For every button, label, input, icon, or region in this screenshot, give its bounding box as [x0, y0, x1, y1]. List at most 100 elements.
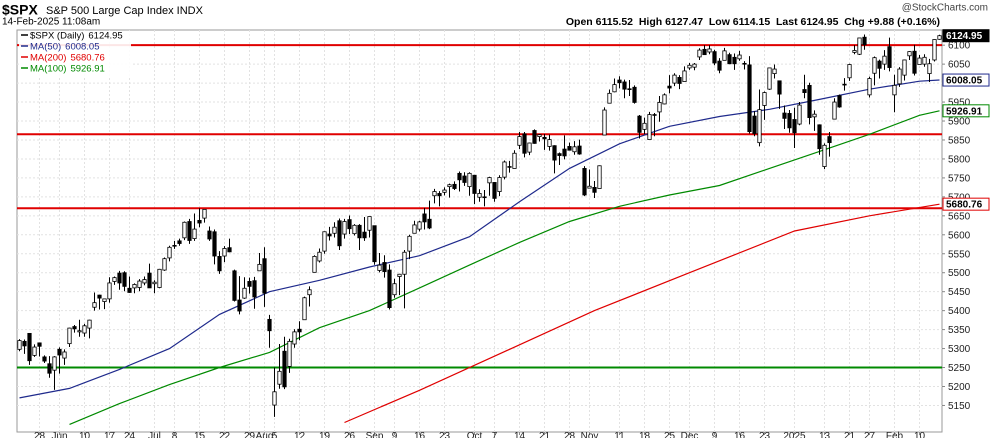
candle-body — [62, 351, 67, 359]
candle-body — [582, 168, 587, 196]
candle-body — [907, 51, 912, 57]
candle-body — [427, 218, 432, 229]
y-tick-label: 5650 — [948, 211, 971, 222]
candle-body — [847, 64, 852, 79]
value-box-label: 5680.76 — [946, 200, 983, 211]
x-tick-label: 16 — [414, 431, 426, 438]
candle-body — [162, 258, 167, 271]
candle-body — [592, 186, 597, 193]
x-tick-label: 24 — [124, 431, 136, 438]
y-tick-label: 5350 — [948, 325, 971, 336]
candle-body — [737, 54, 742, 60]
candle-body — [612, 84, 617, 93]
candle-body — [142, 279, 147, 284]
candle-body — [337, 220, 342, 247]
candle-body — [812, 113, 817, 118]
candle-body — [627, 88, 632, 90]
candle-body — [867, 78, 872, 96]
candle-body — [137, 280, 142, 288]
candle-body — [377, 264, 382, 271]
candle-body — [827, 136, 832, 144]
candle-body — [437, 193, 442, 197]
candle-body — [277, 370, 282, 385]
x-tick-label: 10 — [914, 431, 926, 438]
candle-body — [667, 85, 672, 89]
candle-body — [467, 172, 472, 188]
legend-value: 5680.76 — [70, 53, 104, 64]
x-tick-label: Jun — [51, 431, 67, 438]
candle-body — [187, 221, 192, 241]
x-tick-label: 23 — [759, 431, 771, 438]
legend-value: 6124.95 — [88, 31, 122, 42]
x-tick-label: Feb — [886, 431, 904, 438]
candle-body — [422, 213, 427, 223]
candle-body — [417, 221, 422, 230]
value-box — [942, 197, 990, 211]
candle-body — [267, 318, 272, 332]
candle-body — [157, 268, 162, 288]
y-tick-label: 6050 — [948, 60, 971, 71]
candle-body — [537, 134, 542, 137]
candle-body — [127, 287, 132, 293]
candle-body — [117, 272, 122, 284]
candle-body — [682, 70, 687, 82]
candle-body — [392, 283, 397, 296]
candle-body — [247, 281, 252, 287]
candle-body — [37, 342, 42, 347]
candle-body — [742, 62, 747, 65]
candle-body — [112, 277, 117, 282]
candle-body — [82, 325, 87, 334]
candle-body — [877, 60, 882, 69]
candle-body — [552, 145, 557, 161]
y-tick-label: 5400 — [948, 306, 971, 317]
candle-body — [412, 224, 417, 234]
legend-entry: MA(50) 6008.05 — [30, 42, 100, 53]
candle-body — [702, 48, 707, 56]
candle-body — [512, 152, 517, 169]
y-tick-label: 5150 — [948, 401, 971, 412]
candle-body — [387, 269, 392, 309]
candle-body — [712, 51, 717, 64]
candle-body — [352, 224, 357, 235]
candle-body — [482, 196, 487, 199]
x-tick-label: 11 — [614, 431, 625, 438]
y-tick-label: 5250 — [948, 363, 971, 374]
x-tick-label: 19 — [319, 431, 331, 438]
candle-body — [207, 230, 212, 240]
candle-body — [887, 46, 892, 68]
candle-body — [332, 226, 337, 234]
candle-body — [622, 81, 627, 90]
candle-body — [487, 177, 492, 184]
candle-body — [782, 112, 787, 119]
candle-body — [57, 348, 62, 356]
candle-body — [507, 166, 512, 168]
candle-body — [22, 340, 27, 347]
candle-body — [317, 251, 322, 262]
candle-body — [457, 172, 462, 181]
x-tick-label: 13 — [819, 431, 831, 438]
x-tick-label: Jul — [148, 431, 161, 438]
candle-body — [172, 245, 177, 247]
y-tick-label: 5750 — [948, 173, 971, 184]
candle-body — [657, 102, 662, 113]
candle-body — [727, 54, 732, 65]
candle-body — [322, 231, 327, 252]
chart-subtitle: S&P 500 Large Cap Index INDX — [46, 5, 204, 17]
candle-body — [872, 57, 877, 74]
candle-body — [182, 221, 187, 239]
legend-entry: $SPX (Daily) 6124.95 — [30, 31, 123, 42]
candle-body — [497, 177, 502, 192]
x-tick-label: 23 — [439, 431, 451, 438]
candle-body — [927, 63, 932, 75]
candle-body — [397, 273, 402, 277]
y-tick-label: 5300 — [948, 344, 971, 355]
candle-body — [177, 240, 182, 244]
candle-body — [842, 83, 847, 86]
candle-body — [642, 122, 647, 130]
candle-body — [97, 294, 102, 299]
x-tick-label: 28 — [34, 431, 46, 438]
x-tick-label: 28 — [564, 431, 576, 438]
candle-body — [677, 77, 682, 84]
candle-body — [197, 219, 202, 224]
